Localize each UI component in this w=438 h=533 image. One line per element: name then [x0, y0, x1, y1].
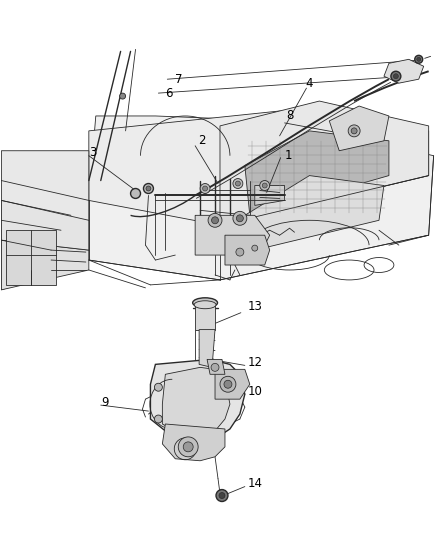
- Text: 2: 2: [198, 134, 205, 147]
- Circle shape: [391, 71, 401, 81]
- Circle shape: [212, 217, 219, 224]
- Polygon shape: [162, 367, 230, 437]
- Polygon shape: [1, 200, 89, 250]
- Circle shape: [120, 93, 126, 99]
- Circle shape: [220, 376, 236, 392]
- Polygon shape: [195, 215, 270, 255]
- Polygon shape: [7, 230, 56, 285]
- Text: 14: 14: [248, 477, 263, 490]
- Circle shape: [131, 189, 141, 198]
- Text: 9: 9: [101, 395, 108, 409]
- Polygon shape: [215, 369, 250, 399]
- Circle shape: [178, 437, 198, 457]
- Circle shape: [262, 183, 267, 188]
- Circle shape: [393, 74, 398, 79]
- Polygon shape: [89, 116, 434, 280]
- Circle shape: [219, 492, 225, 498]
- Circle shape: [200, 183, 210, 193]
- Circle shape: [233, 212, 247, 225]
- Ellipse shape: [193, 298, 218, 308]
- Polygon shape: [329, 106, 389, 151]
- Circle shape: [260, 181, 270, 190]
- Circle shape: [183, 442, 193, 452]
- Polygon shape: [1, 240, 89, 290]
- Text: 6: 6: [165, 86, 173, 100]
- Ellipse shape: [194, 301, 216, 309]
- Polygon shape: [245, 131, 389, 215]
- Circle shape: [417, 58, 421, 61]
- Circle shape: [144, 183, 153, 193]
- Polygon shape: [162, 424, 225, 461]
- Polygon shape: [195, 305, 215, 329]
- Circle shape: [224, 380, 232, 388]
- Circle shape: [233, 179, 243, 189]
- Polygon shape: [255, 185, 285, 205]
- Circle shape: [236, 248, 244, 256]
- Polygon shape: [150, 359, 245, 444]
- Polygon shape: [207, 359, 225, 374]
- Polygon shape: [1, 151, 89, 290]
- Text: 3: 3: [89, 146, 96, 159]
- Circle shape: [211, 364, 219, 372]
- Circle shape: [235, 181, 240, 186]
- Circle shape: [146, 186, 151, 191]
- Text: 10: 10: [248, 385, 263, 398]
- Circle shape: [252, 245, 258, 251]
- Text: 8: 8: [286, 109, 294, 123]
- Circle shape: [203, 186, 208, 191]
- Polygon shape: [245, 175, 384, 250]
- Text: 1: 1: [285, 149, 292, 162]
- Circle shape: [348, 125, 360, 137]
- Text: 12: 12: [248, 356, 263, 369]
- Text: 13: 13: [248, 300, 263, 313]
- Circle shape: [155, 383, 162, 391]
- Polygon shape: [220, 101, 429, 225]
- Polygon shape: [89, 111, 429, 225]
- Polygon shape: [199, 329, 215, 367]
- Circle shape: [155, 415, 162, 423]
- Text: 7: 7: [175, 72, 183, 86]
- Circle shape: [208, 213, 222, 227]
- Polygon shape: [384, 59, 424, 83]
- Circle shape: [415, 55, 423, 63]
- Polygon shape: [225, 235, 270, 265]
- Circle shape: [237, 215, 244, 222]
- Text: 4: 4: [305, 77, 313, 90]
- Circle shape: [351, 128, 357, 134]
- Circle shape: [216, 490, 228, 502]
